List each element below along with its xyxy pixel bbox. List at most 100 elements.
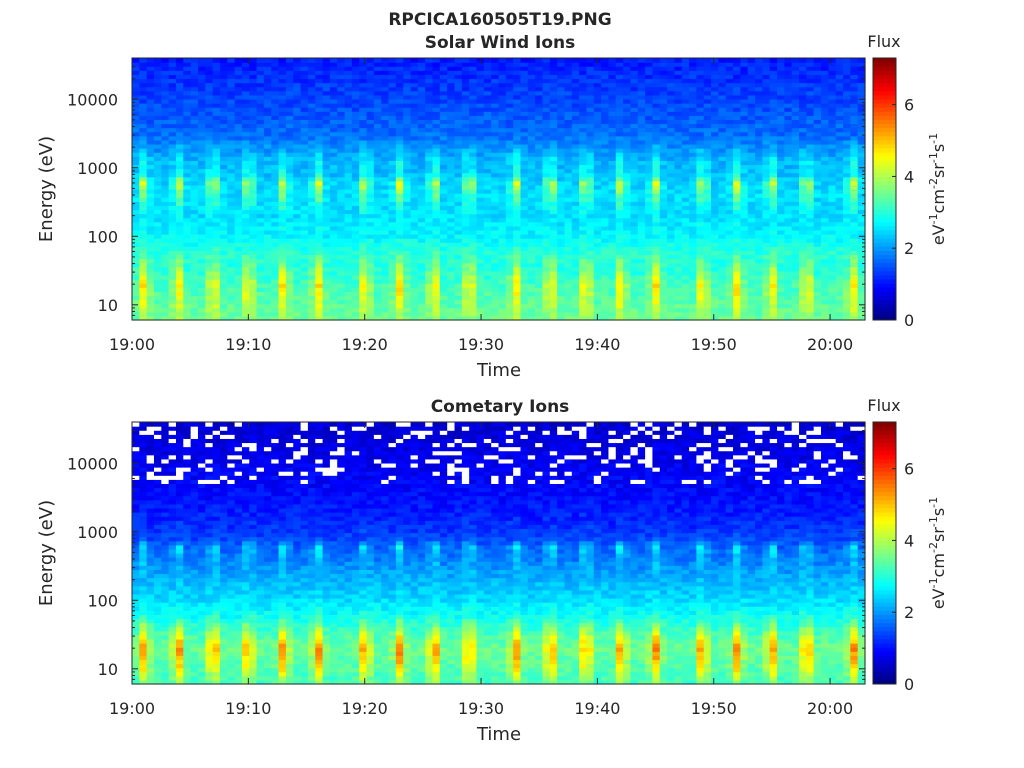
heatmap-cell (513, 229, 522, 235)
heatmap-cell (542, 307, 551, 313)
heatmap-cell (513, 135, 522, 141)
heatmap-cell (630, 193, 639, 198)
heatmap-cell (527, 107, 536, 112)
heatmap-cell (285, 279, 294, 284)
heatmap-cell (601, 242, 610, 247)
heatmap-cell (205, 266, 214, 272)
heatmap-cell (681, 58, 690, 63)
heatmap-cell (307, 307, 316, 313)
heatmap-cell (344, 250, 353, 256)
heatmap-cell (601, 299, 610, 305)
heatmap-cell (659, 217, 668, 223)
heatmap-cell (564, 229, 573, 235)
heatmap-cell (571, 176, 580, 182)
heatmap-cell (183, 315, 192, 321)
heatmap-cell (689, 180, 698, 186)
heatmap-cell (403, 172, 412, 178)
heatmap-cell (454, 307, 463, 313)
heatmap-cell (263, 78, 272, 84)
heatmap-cell (329, 148, 338, 153)
heatmap-cell (505, 131, 514, 137)
heatmap-cell (403, 303, 412, 309)
heatmap-cell (153, 258, 162, 264)
heatmap-cell (637, 274, 646, 280)
heatmap-cell (564, 291, 573, 297)
heatmap-cell (205, 262, 214, 268)
heatmap-cell (608, 209, 617, 215)
heatmap-cell (593, 287, 602, 292)
heatmap-cell (132, 172, 140, 178)
heatmap-cell (586, 283, 595, 288)
heatmap-cell (139, 189, 148, 194)
heatmap-cell (615, 123, 624, 129)
heatmap-cell (197, 135, 206, 141)
heatmap-cell (161, 90, 170, 96)
heatmap-cell (615, 299, 624, 305)
heatmap-cell (645, 221, 654, 227)
heatmap-cell (498, 66, 507, 71)
heatmap-cell (359, 311, 368, 317)
heatmap-cell (403, 229, 412, 235)
heatmap-cell (351, 184, 360, 190)
heatmap-cell (425, 160, 434, 166)
heatmap-cell (146, 193, 155, 198)
heatmap-cell (623, 172, 632, 178)
heatmap-cell (227, 78, 236, 84)
heatmap-cell (579, 258, 588, 264)
heatmap-cell (513, 225, 522, 231)
heatmap-cell (447, 217, 456, 223)
heatmap-cell (535, 107, 544, 112)
heatmap-cell (476, 295, 485, 301)
heatmap-cell (432, 225, 441, 231)
heatmap-cell (410, 221, 419, 227)
heatmap-cell (241, 66, 250, 71)
heatmap-cell (659, 119, 668, 125)
heatmap-cell (432, 303, 441, 309)
heatmap-cell (615, 229, 624, 235)
heatmap-cell (175, 111, 184, 116)
heatmap-cell (307, 156, 316, 161)
heatmap-cell (557, 164, 566, 170)
heatmap-cell (219, 270, 228, 276)
heatmap-cell (564, 184, 573, 190)
heatmap-cell (615, 152, 624, 157)
heatmap-cell (241, 201, 250, 206)
heatmap-cell (469, 58, 478, 63)
heatmap-cell (461, 311, 470, 317)
heatmap-cell (183, 119, 192, 125)
heatmap-cell (388, 287, 397, 292)
heatmap-cell (293, 266, 302, 272)
heatmap-cell (615, 270, 624, 276)
heatmap-cell (183, 274, 192, 280)
heatmap-cell (498, 295, 507, 301)
heatmap-cell (212, 217, 221, 223)
heatmap-cell (447, 250, 456, 256)
heatmap-cell (601, 201, 610, 206)
heatmap-cell (601, 209, 610, 215)
heatmap-cell (483, 98, 492, 104)
heatmap-cell (593, 172, 602, 178)
heatmap-cell (417, 234, 426, 239)
heatmap-cell (659, 143, 668, 149)
heatmap-cell (403, 107, 412, 112)
heatmap-cell (388, 225, 397, 231)
heatmap-cell (300, 82, 309, 88)
heatmap-cell (366, 156, 375, 161)
heatmap-cell (278, 131, 287, 137)
heatmap-cell (557, 184, 566, 190)
heatmap-cell (689, 311, 698, 317)
heatmap-cell (227, 303, 236, 309)
heatmap-cell (549, 152, 558, 157)
heatmap-cell (586, 180, 595, 186)
heatmap-cell (483, 115, 492, 120)
heatmap-cell (351, 152, 360, 157)
heatmap-cell (535, 303, 544, 309)
heatmap-cell (469, 148, 478, 153)
heatmap-cell (432, 160, 441, 166)
heatmap-cell (659, 274, 668, 280)
heatmap-cell (557, 221, 566, 227)
heatmap-cell (132, 115, 140, 120)
heatmap-cell (161, 143, 170, 149)
heatmap-cell (417, 184, 426, 190)
heatmap-cell (227, 283, 236, 288)
